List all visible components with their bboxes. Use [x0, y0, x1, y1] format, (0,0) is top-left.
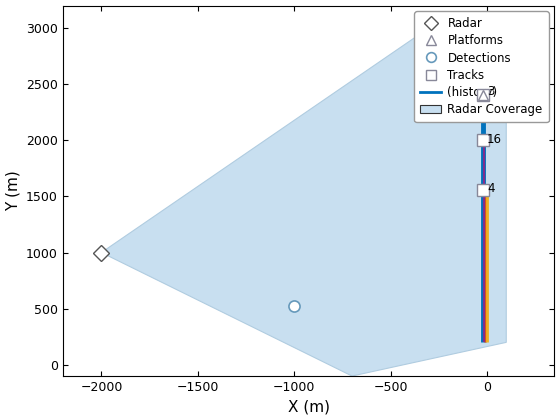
X-axis label: X (m): X (m) [288, 399, 330, 415]
Legend: Radar, Platforms, Detections, Tracks, (history), Radar Coverage: Radar, Platforms, Detections, Tracks, (h… [414, 11, 549, 122]
Polygon shape [101, 15, 506, 376]
Text: 16: 16 [487, 133, 502, 146]
Text: 4: 4 [487, 182, 494, 195]
Text: 3: 3 [487, 86, 494, 99]
Y-axis label: Y (m): Y (m) [6, 171, 21, 211]
